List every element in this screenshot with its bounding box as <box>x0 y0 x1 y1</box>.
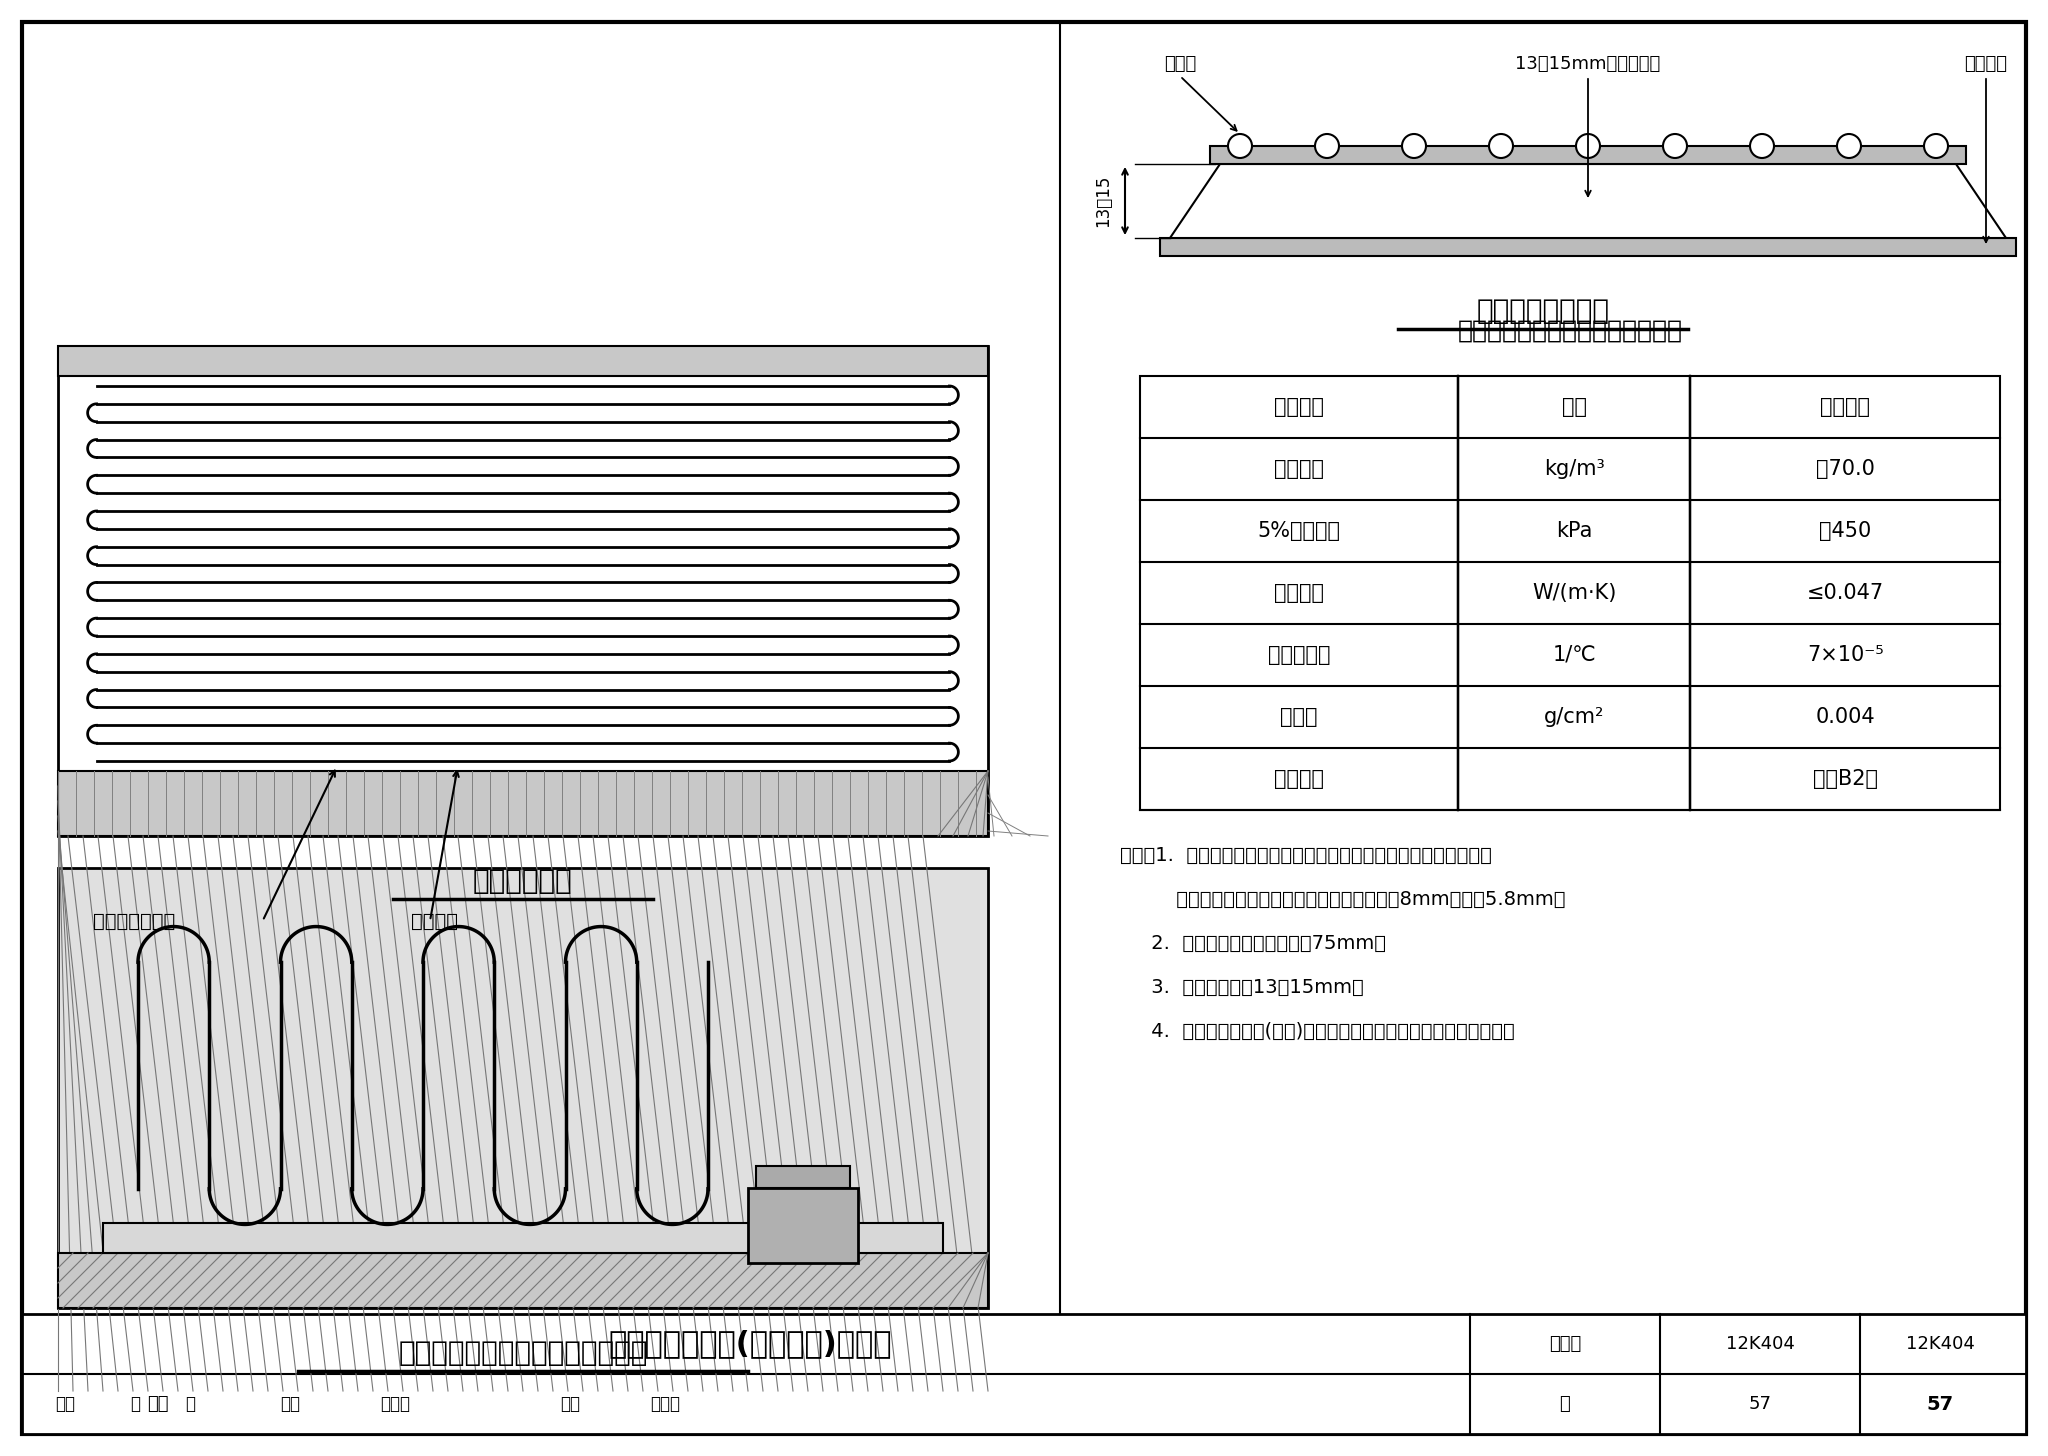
Text: 预制轻薄地暖供暖板物理性能指标: 预制轻薄地暖供暖板物理性能指标 <box>1458 319 1683 344</box>
Circle shape <box>1403 134 1425 159</box>
Text: 图集号: 图集号 <box>1548 1335 1581 1353</box>
Text: 12K404: 12K404 <box>1905 1335 1974 1353</box>
Bar <box>57 347 987 376</box>
Bar <box>57 1254 987 1307</box>
Bar <box>57 347 987 836</box>
Circle shape <box>1229 134 1251 159</box>
Text: 供暖板剖面示意图: 供暖板剖面示意图 <box>1477 297 1610 325</box>
Text: 高波: 高波 <box>147 1395 168 1412</box>
Text: 供暖板二次分、集水器接口大样图: 供暖板二次分、集水器接口大样图 <box>397 1340 647 1367</box>
Text: 2.  供暖板加热管间距固定为75mm。: 2. 供暖板加热管间距固定为75mm。 <box>1120 933 1386 952</box>
Bar <box>57 868 987 1307</box>
Text: 0.004: 0.004 <box>1815 708 1876 727</box>
Text: 13～15: 13～15 <box>1094 175 1112 227</box>
Text: 设计: 设计 <box>559 1395 580 1412</box>
Text: 邓有潮: 邓有潮 <box>649 1395 680 1412</box>
Bar <box>1159 237 2015 256</box>
Text: 达到B2级: 达到B2级 <box>1812 769 1878 789</box>
Text: 导热系数: 导热系数 <box>1274 582 1325 603</box>
Text: 5%压缩强度: 5%压缩强度 <box>1257 521 1341 542</box>
Circle shape <box>1923 134 1948 159</box>
Text: 燃烧分级: 燃烧分级 <box>1274 769 1325 789</box>
Text: 13～15mm厚度保温板: 13～15mm厚度保温板 <box>1516 55 1661 73</box>
Text: 接口部位: 接口部位 <box>412 911 459 930</box>
Text: kg/m³: kg/m³ <box>1544 459 1606 479</box>
Text: 检验项目: 检验项目 <box>1274 397 1325 416</box>
Text: 线膨胀系数: 线膨胀系数 <box>1268 645 1331 665</box>
Text: 3.  供暖板总厚度13～15mm。: 3. 供暖板总厚度13～15mm。 <box>1120 977 1364 996</box>
Circle shape <box>1837 134 1862 159</box>
Text: 说明：1.  预制轻薄供暖板内加热管选择应符合现行国家、行业标准及: 说明：1. 预制轻薄供暖板内加热管选择应符合现行国家、行业标准及 <box>1120 846 1491 865</box>
Text: 加热管: 加热管 <box>1163 55 1196 73</box>
Text: 4.  本页是根据倍适(北京)科技发展有限公司提供的技术资料编制。: 4. 本页是根据倍适(北京)科技发展有限公司提供的技术资料编制。 <box>1120 1022 1516 1041</box>
Text: 57: 57 <box>1749 1395 1772 1412</box>
Text: 页: 页 <box>1561 1395 1571 1412</box>
Text: 高: 高 <box>129 1395 139 1412</box>
Text: 蒋建达: 蒋建达 <box>381 1395 410 1412</box>
Text: 校对: 校对 <box>281 1395 299 1412</box>
Text: ＞450: ＞450 <box>1819 521 1872 542</box>
Circle shape <box>1577 134 1599 159</box>
Circle shape <box>1749 134 1774 159</box>
Text: 表观密度: 表观密度 <box>1274 459 1325 479</box>
Text: 审核: 审核 <box>55 1395 76 1412</box>
Text: 吸水率: 吸水率 <box>1280 708 1317 727</box>
Text: 标准要求: 标准要求 <box>1821 397 1870 416</box>
Text: 供暖板平面图: 供暖板平面图 <box>473 866 573 895</box>
Text: g/cm²: g/cm² <box>1544 708 1604 727</box>
Text: ≤0.047: ≤0.047 <box>1806 582 1884 603</box>
Bar <box>57 772 987 836</box>
Text: 单位: 单位 <box>1563 397 1587 416</box>
Text: 1/℃: 1/℃ <box>1552 645 1595 665</box>
Text: 二次分、集水器: 二次分、集水器 <box>92 911 176 930</box>
Bar <box>756 1166 850 1188</box>
Text: 耐腐铝箔: 耐腐铝箔 <box>1964 55 2007 73</box>
Text: W/(m·K): W/(m·K) <box>1532 582 1616 603</box>
Bar <box>1210 146 1966 165</box>
Text: 7×10⁻⁵: 7×10⁻⁵ <box>1806 645 1884 665</box>
Polygon shape <box>1169 165 2005 237</box>
Text: 等效采用的国际标准，供暖板加热盘管外径8mm，内径5.8mm。: 等效采用的国际标准，供暖板加热盘管外径8mm，内径5.8mm。 <box>1120 890 1565 909</box>
Text: kPa: kPa <box>1556 521 1593 542</box>
Text: 12K404: 12K404 <box>1726 1335 1794 1353</box>
Circle shape <box>1663 134 1688 159</box>
Bar <box>102 1223 942 1254</box>
Text: 57: 57 <box>1927 1395 1954 1414</box>
Circle shape <box>1315 134 1339 159</box>
Bar <box>1141 376 2001 810</box>
Text: 预制轻薄供暖板(不带龙骨)大样图: 预制轻薄供暖板(不带龙骨)大样图 <box>608 1329 891 1358</box>
Bar <box>23 1313 2025 1434</box>
Text: ＞70.0: ＞70.0 <box>1817 459 1874 479</box>
Text: 波: 波 <box>184 1395 195 1412</box>
Circle shape <box>1489 134 1513 159</box>
Bar <box>748 1188 858 1262</box>
